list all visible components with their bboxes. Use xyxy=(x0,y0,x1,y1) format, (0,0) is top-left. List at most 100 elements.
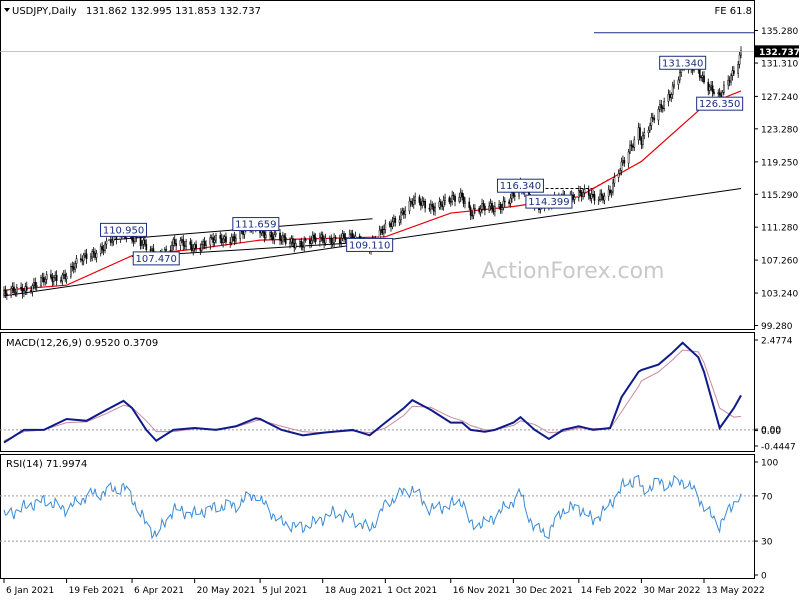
candle-body xyxy=(175,243,178,246)
candle-body xyxy=(242,231,244,235)
candle-body xyxy=(40,277,42,286)
price-tick-label: 107.260 xyxy=(761,257,798,267)
candle-body xyxy=(72,266,75,270)
candle-body xyxy=(313,234,316,238)
candle-body xyxy=(678,72,681,81)
candle-body xyxy=(472,208,475,216)
level-label: 131.340 xyxy=(662,58,703,69)
candle-body xyxy=(414,196,417,201)
candle-body xyxy=(109,240,112,243)
macd-tick-label: 0.00 xyxy=(761,426,781,436)
candle-body xyxy=(324,238,327,244)
candle-body xyxy=(454,196,456,202)
candle-body xyxy=(61,274,64,282)
macd-signal-line xyxy=(3,349,742,442)
candle-body xyxy=(489,203,492,207)
candle-body xyxy=(670,94,673,99)
candle-body xyxy=(713,91,715,94)
candle-body xyxy=(660,104,663,109)
candle-body xyxy=(323,240,325,244)
candle-body xyxy=(91,251,94,258)
candle-body xyxy=(711,85,714,93)
candle-body xyxy=(583,189,586,194)
candle-body xyxy=(303,240,306,248)
candle-body xyxy=(481,203,483,210)
candle-body xyxy=(707,81,710,91)
candle-body xyxy=(291,238,294,244)
candle-body xyxy=(274,232,277,235)
candle-body xyxy=(439,201,442,206)
time-tick-label: 6 Apr 2021 xyxy=(134,586,184,596)
candle-body xyxy=(412,199,415,205)
level-label-box xyxy=(232,217,280,232)
candle-body xyxy=(20,286,22,289)
candle-body xyxy=(384,223,387,230)
candle-body xyxy=(721,92,724,98)
price-tick-label: 135.280 xyxy=(761,27,798,37)
fe-label: FE 61.8 xyxy=(714,6,752,17)
candle-body xyxy=(482,203,485,207)
candle-body xyxy=(89,256,92,260)
candle-body xyxy=(314,237,317,243)
collapse-triangle-icon[interactable] xyxy=(4,8,10,12)
candle-body xyxy=(310,240,313,244)
candle-body xyxy=(478,207,481,213)
time-axis: 6 Jan 2021 19 Feb 2021 6 Apr 2021 20 May 20… xyxy=(3,579,765,596)
candle-body xyxy=(33,282,35,286)
candle-body xyxy=(661,107,664,109)
candle-body xyxy=(452,195,455,197)
level-label-box xyxy=(525,194,573,209)
candle-body xyxy=(304,239,307,241)
candle-body xyxy=(448,197,451,203)
candle-body xyxy=(232,236,234,238)
candle-body xyxy=(461,192,463,197)
candle-body xyxy=(272,236,274,240)
candle-body xyxy=(700,76,703,79)
candle-body xyxy=(508,201,510,204)
level-label-box xyxy=(346,237,394,252)
rsi-tick-label: 70 xyxy=(761,492,773,502)
candle-body xyxy=(94,253,96,258)
candle-body xyxy=(718,92,721,95)
candle-body xyxy=(145,243,148,250)
candle-body xyxy=(388,223,391,225)
candle-body xyxy=(179,240,182,246)
candle-body xyxy=(192,248,195,251)
candle-body xyxy=(451,195,454,202)
level-label: 114.399 xyxy=(528,197,569,208)
rsi-tick-label: 100 xyxy=(761,459,778,469)
candle-body xyxy=(512,192,515,196)
candle-body xyxy=(609,189,611,194)
candle-body xyxy=(334,236,337,240)
moving-average-layer xyxy=(3,90,742,291)
candle-body xyxy=(464,201,466,204)
candle-body xyxy=(402,210,405,215)
candle-body xyxy=(592,193,594,196)
candle-body xyxy=(183,245,186,247)
candle-body xyxy=(619,170,621,174)
candle-body xyxy=(60,280,62,282)
candle-body xyxy=(11,286,14,289)
candle-body xyxy=(279,232,281,241)
candle-body xyxy=(421,200,424,206)
candle-body xyxy=(432,206,435,212)
candle-body xyxy=(573,196,576,200)
candle-body xyxy=(309,239,311,244)
candle-body xyxy=(142,239,145,245)
candle-body xyxy=(3,290,5,296)
candle-body xyxy=(579,190,582,193)
rsi-tick-label: 0 xyxy=(761,572,767,582)
candle-body xyxy=(418,196,421,203)
candle-body xyxy=(703,75,705,83)
candle-body xyxy=(41,277,44,279)
candle-body xyxy=(462,196,465,204)
candle-body xyxy=(659,104,661,110)
candle-body xyxy=(300,241,303,247)
candle-body xyxy=(630,144,633,147)
candle-body xyxy=(513,195,516,197)
candle-body xyxy=(111,240,113,243)
price-tick-label: 123.280 xyxy=(761,125,798,135)
candle-body xyxy=(210,237,213,239)
candle-body xyxy=(612,182,614,193)
